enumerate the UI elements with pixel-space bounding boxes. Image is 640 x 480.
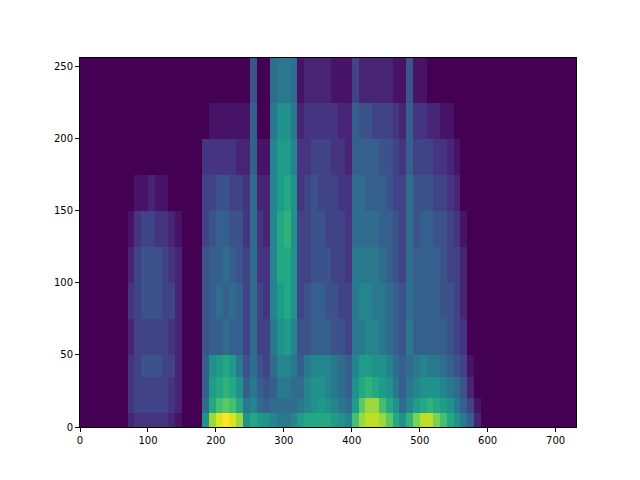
svg-text:300: 300 [274,435,293,446]
svg-text:200: 200 [54,133,73,144]
svg-text:50: 50 [60,349,73,360]
svg-text:400: 400 [342,435,361,446]
svg-text:0: 0 [77,435,83,446]
svg-text:700: 700 [546,435,565,446]
svg-text:0: 0 [67,422,73,433]
svg-text:150: 150 [54,205,73,216]
svg-text:250: 250 [54,61,73,72]
svg-text:100: 100 [54,277,73,288]
svg-text:600: 600 [478,435,497,446]
svg-text:200: 200 [206,435,225,446]
svg-text:500: 500 [410,435,429,446]
svg-text:100: 100 [138,435,157,446]
